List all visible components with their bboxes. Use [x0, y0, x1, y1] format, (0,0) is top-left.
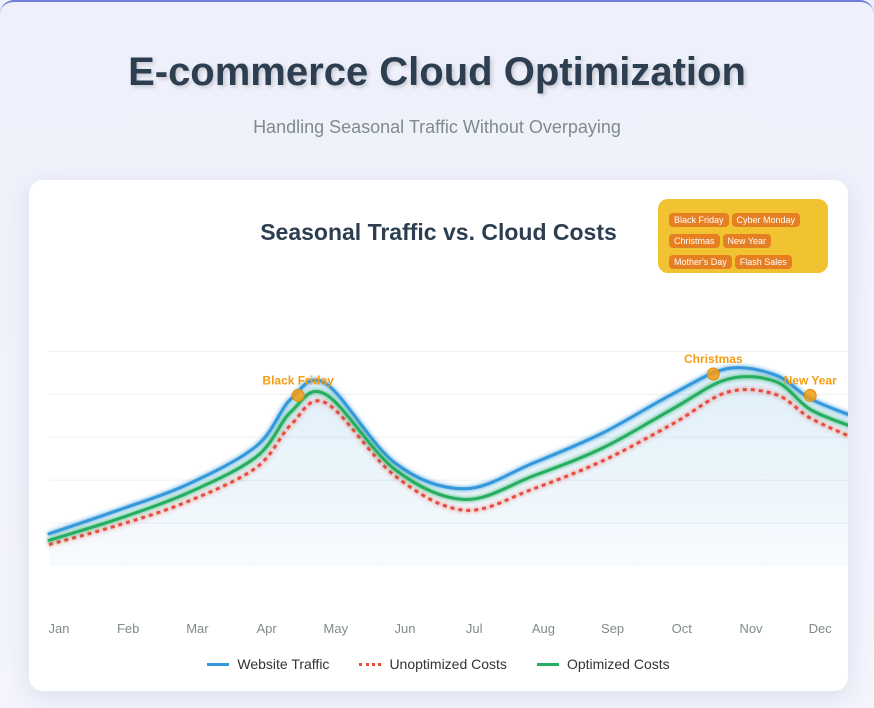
- x-tick-label: Dec: [809, 621, 833, 636]
- legend-label: Unoptimized Costs: [389, 656, 507, 672]
- legend-item-optimized[interactable]: Optimized Costs: [536, 656, 670, 672]
- x-tick-label: Nov: [739, 621, 763, 636]
- legend-item-traffic[interactable]: Website Traffic: [207, 656, 329, 672]
- x-tick-label: Feb: [117, 621, 139, 636]
- page-title: E-commerce Cloud Optimization: [128, 50, 746, 94]
- legend-swatch-optimized: [536, 662, 559, 666]
- event-label: New Year: [784, 373, 837, 387]
- x-tick-label: Oct: [672, 621, 693, 636]
- event-marker: [291, 388, 305, 402]
- event-label: Black Friday: [262, 373, 334, 387]
- chart-card: Black Friday Christmas New Year Jan Feb Mar Ap…: [29, 180, 848, 691]
- x-tick-label: Mar: [186, 621, 209, 636]
- event-marker: [803, 388, 817, 402]
- series-line-optimized: [47, 375, 848, 542]
- chart-legend: Website Traffic Unoptimized Costs Optimi…: [29, 656, 848, 672]
- x-tick-label: Jul: [466, 621, 483, 636]
- x-tick-label: Jan: [49, 621, 70, 636]
- series-area-traffic: [49, 367, 848, 566]
- event-tag[interactable]: Christmas: [669, 234, 720, 248]
- page-subtitle: Handling Seasonal Traffic Without Overpa…: [253, 117, 621, 137]
- series-line-traffic: [47, 366, 848, 536]
- legend-swatch-traffic: [207, 662, 230, 666]
- event-tag[interactable]: Mother's Day: [669, 255, 732, 269]
- x-tick-label: May: [324, 621, 349, 636]
- event-tag[interactable]: Black Friday: [669, 213, 729, 227]
- legend-item-unoptimized[interactable]: Unoptimized Costs: [359, 656, 507, 672]
- legend-label: Website Traffic: [237, 656, 330, 672]
- legend-label: Optimized Costs: [566, 656, 670, 672]
- chart-svg: Black Friday Christmas New Year Jan Feb Mar Ap…: [47, 350, 848, 636]
- x-tick-label: Sep: [601, 621, 624, 636]
- series-line-unoptimized: [48, 388, 848, 546]
- x-tick-label: Apr: [256, 621, 277, 636]
- chart-title: Seasonal Traffic vs. Cloud Costs: [260, 219, 617, 245]
- event-tag[interactable]: New Year: [722, 234, 772, 248]
- event-marker: [706, 367, 720, 381]
- x-tick-label: Aug: [532, 621, 555, 636]
- event-tag[interactable]: Cyber Monday: [731, 213, 801, 227]
- event-tag[interactable]: Flash Sales: [734, 255, 792, 269]
- legend-swatch-unoptimized: [359, 662, 382, 666]
- event-label: Christmas: [684, 352, 743, 366]
- seasonal-events-panel: Black Friday Cyber Monday Christmas New Ye…: [658, 199, 828, 273]
- x-tick-label: Jun: [395, 621, 416, 636]
